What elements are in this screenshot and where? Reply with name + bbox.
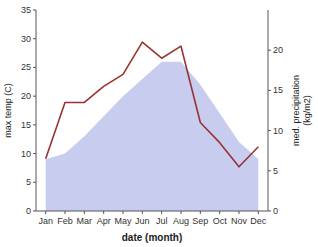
y-tick-label: 10: [21, 149, 31, 159]
label-line: med. precipitation: [291, 75, 301, 146]
y-tick: [33, 211, 36, 212]
y-tick-label: 35: [21, 5, 31, 15]
x-tick-label: Jun: [135, 216, 150, 226]
y-tick: [33, 96, 36, 97]
y-tick-label: 0: [26, 206, 31, 216]
y2-tick-label: 10: [273, 126, 283, 136]
y-tick: [33, 10, 36, 11]
chart: Jan Feb Mar AprMayJun Jul AugSep OctNovDec 0 5 10…: [0, 0, 318, 247]
y2-tick: [268, 130, 271, 131]
y2-tick-label: 0: [273, 206, 278, 216]
x-tick-label: Sep: [192, 216, 208, 226]
x-tick: [258, 211, 259, 214]
y-tick-label: 30: [21, 34, 31, 44]
y-tick: [33, 67, 36, 68]
y-tick-label: 25: [21, 62, 31, 72]
line: [46, 42, 259, 167]
y-tick-label: 15: [21, 120, 31, 130]
y-tick-label: 20: [21, 91, 31, 101]
x-tick-label: Aug: [173, 216, 189, 226]
plot-area: [46, 42, 259, 211]
x-tick: [45, 211, 46, 214]
x-tick-label: Mar: [77, 216, 93, 226]
y-tick-label: 5: [26, 177, 31, 187]
x-tick: [200, 211, 201, 214]
y2-tick-label: 5: [273, 166, 278, 176]
x-tick: [65, 211, 66, 214]
x-tick-label: Jan: [38, 216, 53, 226]
x-tick-label: May: [114, 216, 132, 226]
x-tick: [181, 211, 182, 214]
x-tick: [219, 211, 220, 214]
x-tick: [123, 211, 124, 214]
x-tick: [239, 211, 240, 214]
label-line: (kg/m2): [302, 95, 312, 126]
x-tick-label: Nov: [231, 216, 248, 226]
y-tick: [33, 124, 36, 125]
y2-tick: [268, 50, 271, 51]
y-tick: [33, 182, 36, 183]
y2-axis-line: [268, 10, 269, 211]
x-tick: [142, 211, 143, 214]
x-axis-label: date (month): [122, 232, 183, 243]
x-tick-label: Feb: [57, 216, 73, 226]
y2-tick: [268, 90, 271, 91]
area: [46, 62, 259, 211]
y-tick: [33, 38, 36, 39]
x-tick-label: Dec: [250, 216, 267, 226]
x-tick: [84, 211, 85, 214]
y2-axis-label: med. precipitation(kg/m2): [291, 75, 312, 146]
x-tick: [103, 211, 104, 214]
y2-tick-label: 15: [273, 85, 283, 95]
x-tick-label: Apr: [97, 216, 111, 226]
x-tick-label: Jul: [156, 216, 168, 226]
y-axis-line: [36, 10, 37, 211]
y-axis-label: max temp (C): [3, 83, 13, 138]
x-tick: [161, 211, 162, 214]
y-tick: [33, 153, 36, 154]
y2-tick: [268, 170, 271, 171]
y2-tick: [268, 211, 271, 212]
y2-tick-label: 20: [273, 45, 283, 55]
x-axis-line: [36, 211, 268, 212]
x-tick-label: Oct: [213, 216, 228, 226]
